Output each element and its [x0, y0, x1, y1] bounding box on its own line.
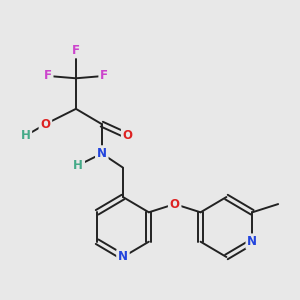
- Text: F: F: [44, 69, 52, 82]
- Text: F: F: [72, 44, 80, 57]
- Text: N: N: [97, 147, 107, 160]
- Text: O: O: [40, 118, 50, 130]
- Text: N: N: [247, 235, 257, 248]
- Text: O: O: [170, 198, 180, 211]
- Text: H: H: [73, 159, 83, 172]
- Text: O: O: [123, 129, 133, 142]
- Text: F: F: [100, 69, 108, 82]
- Text: N: N: [118, 250, 128, 263]
- Text: H: H: [20, 129, 30, 142]
